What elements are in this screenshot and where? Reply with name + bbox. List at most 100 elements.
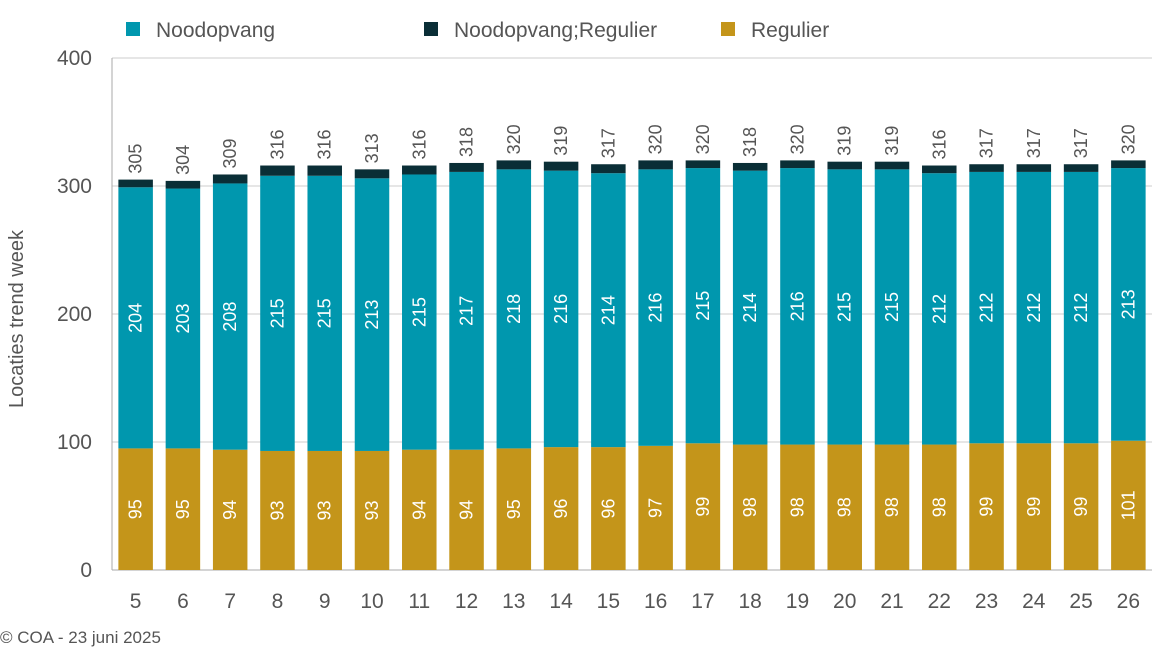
total-label: 317 bbox=[598, 128, 618, 158]
bar-segment-noodopvang bbox=[402, 174, 437, 450]
data-label: 93 bbox=[267, 500, 287, 520]
x-tick-label: 8 bbox=[272, 590, 284, 613]
bar-segment-noodopvang bbox=[591, 173, 626, 448]
bar-segment-regulier bbox=[874, 444, 910, 570]
bar-segment-noodopvang bbox=[922, 173, 957, 445]
bar-segment-noodopvang-regulier bbox=[1016, 164, 1052, 172]
data-label: 93 bbox=[315, 500, 335, 520]
total-label: 318 bbox=[740, 127, 760, 157]
bar-segment-noodopvang-regulier bbox=[1063, 164, 1099, 172]
bar-segment-noodopvang-regulier bbox=[591, 164, 626, 174]
x-tick-label: 21 bbox=[880, 590, 903, 613]
data-label: 94 bbox=[220, 500, 240, 520]
bar-segment-noodopvang-regulier bbox=[922, 165, 957, 174]
total-label: 320 bbox=[646, 124, 666, 154]
bar-segment-regulier bbox=[732, 444, 768, 570]
x-tick-label: 12 bbox=[455, 590, 478, 613]
bar-segment-regulier bbox=[1111, 440, 1146, 570]
data-label: 96 bbox=[598, 499, 618, 519]
bar-segment-noodopvang bbox=[685, 168, 721, 444]
bar-segment-regulier bbox=[402, 449, 437, 570]
bar-segment-regulier bbox=[969, 443, 1004, 570]
data-label: 98 bbox=[835, 497, 855, 517]
bar-segment-noodopvang bbox=[118, 187, 153, 449]
y-tick-label: 300 bbox=[57, 175, 92, 198]
data-label: 217 bbox=[457, 296, 477, 326]
bar-segment-noodopvang bbox=[638, 169, 673, 446]
data-label: 99 bbox=[1024, 497, 1044, 517]
x-tick-label: 22 bbox=[928, 590, 951, 613]
legend-swatch bbox=[126, 22, 140, 36]
data-label: 98 bbox=[929, 497, 949, 517]
bar-segment-noodopvang-regulier bbox=[969, 164, 1004, 172]
bar-segment-noodopvang-regulier bbox=[496, 160, 532, 170]
total-label: 319 bbox=[882, 126, 902, 156]
x-tick-label: 5 bbox=[130, 590, 142, 613]
bar-segment-noodopvang bbox=[1063, 171, 1099, 444]
data-label: 99 bbox=[977, 497, 997, 517]
x-axis: 5 6 7 8 9 10 11 12 13 14 15 16 17 18 19 20 21 22 23 24 25 26 bbox=[130, 590, 1140, 613]
bar-segment-noodopvang bbox=[449, 171, 484, 450]
bar-segment-noodopvang-regulier bbox=[685, 160, 721, 169]
total-label: 317 bbox=[1071, 128, 1091, 158]
x-tick-label: 11 bbox=[408, 590, 430, 613]
data-label: 96 bbox=[551, 499, 571, 519]
bar-segment-noodopvang-regulier bbox=[638, 160, 673, 170]
total-label: 316 bbox=[267, 129, 287, 159]
data-label: 215 bbox=[693, 291, 713, 321]
x-tick-label: 26 bbox=[1117, 590, 1140, 613]
copyright-footer: © COA - 23 juni 2025 bbox=[0, 628, 161, 647]
data-label: 98 bbox=[740, 497, 760, 517]
bar-segment-regulier bbox=[496, 448, 532, 570]
bar-segment-regulier bbox=[354, 450, 390, 570]
bar-segment-regulier bbox=[307, 450, 342, 570]
data-label: 95 bbox=[504, 499, 524, 519]
x-tick-label: 24 bbox=[1022, 590, 1046, 613]
x-tick-label: 7 bbox=[224, 590, 236, 613]
total-label: 320 bbox=[787, 124, 807, 154]
x-tick-label: 14 bbox=[549, 590, 573, 613]
bar-segment-noodopvang bbox=[165, 188, 201, 449]
bar-segment-noodopvang-regulier bbox=[780, 160, 815, 169]
bar-segment-regulier bbox=[260, 450, 295, 570]
bar-segment-noodopvang-regulier bbox=[827, 161, 862, 170]
bar-segment-noodopvang bbox=[780, 168, 815, 445]
bar-segment-noodopvang bbox=[874, 169, 910, 445]
bar-segment-regulier bbox=[638, 445, 673, 570]
legend-label: Noodopvang;Regulier bbox=[454, 19, 657, 42]
total-label: 304 bbox=[173, 145, 193, 175]
bar-segment-regulier bbox=[449, 449, 484, 570]
total-label: 309 bbox=[220, 138, 240, 168]
total-label: 319 bbox=[835, 126, 855, 156]
data-label: 215 bbox=[267, 298, 287, 328]
bar-segment-noodopvang bbox=[969, 171, 1004, 444]
data-label: 214 bbox=[740, 293, 760, 323]
legend-label: Noodopvang bbox=[156, 19, 275, 42]
bar-segment-noodopvang bbox=[1016, 171, 1052, 444]
data-label: 98 bbox=[787, 497, 807, 517]
total-label: 317 bbox=[977, 128, 997, 158]
bar-segment-noodopvang-regulier bbox=[212, 174, 248, 184]
x-tick-label: 9 bbox=[319, 590, 331, 613]
y-tick-label: 100 bbox=[57, 431, 92, 454]
bar-segment-noodopvang bbox=[496, 169, 532, 449]
legend-label: Regulier bbox=[751, 19, 829, 42]
bar-segment-regulier bbox=[212, 449, 248, 570]
data-label: 94 bbox=[457, 500, 477, 520]
data-label: 94 bbox=[409, 500, 429, 520]
x-tick-label: 17 bbox=[691, 590, 714, 613]
legend-swatch bbox=[721, 22, 735, 36]
x-tick-label: 16 bbox=[644, 590, 667, 613]
bar-segment-noodopvang-regulier bbox=[118, 179, 153, 188]
x-tick-label: 6 bbox=[177, 590, 189, 613]
data-label: 95 bbox=[126, 499, 146, 519]
data-label: 215 bbox=[882, 292, 902, 322]
bar-segment-regulier bbox=[543, 447, 579, 570]
bar-segment-noodopvang-regulier bbox=[307, 165, 342, 176]
total-label: 305 bbox=[126, 144, 146, 174]
data-label: 216 bbox=[787, 291, 807, 321]
data-label: 218 bbox=[504, 294, 524, 324]
x-tick-label: 23 bbox=[975, 590, 998, 613]
total-label: 320 bbox=[1118, 124, 1138, 154]
bar-segment-noodopvang-regulier bbox=[402, 165, 437, 175]
